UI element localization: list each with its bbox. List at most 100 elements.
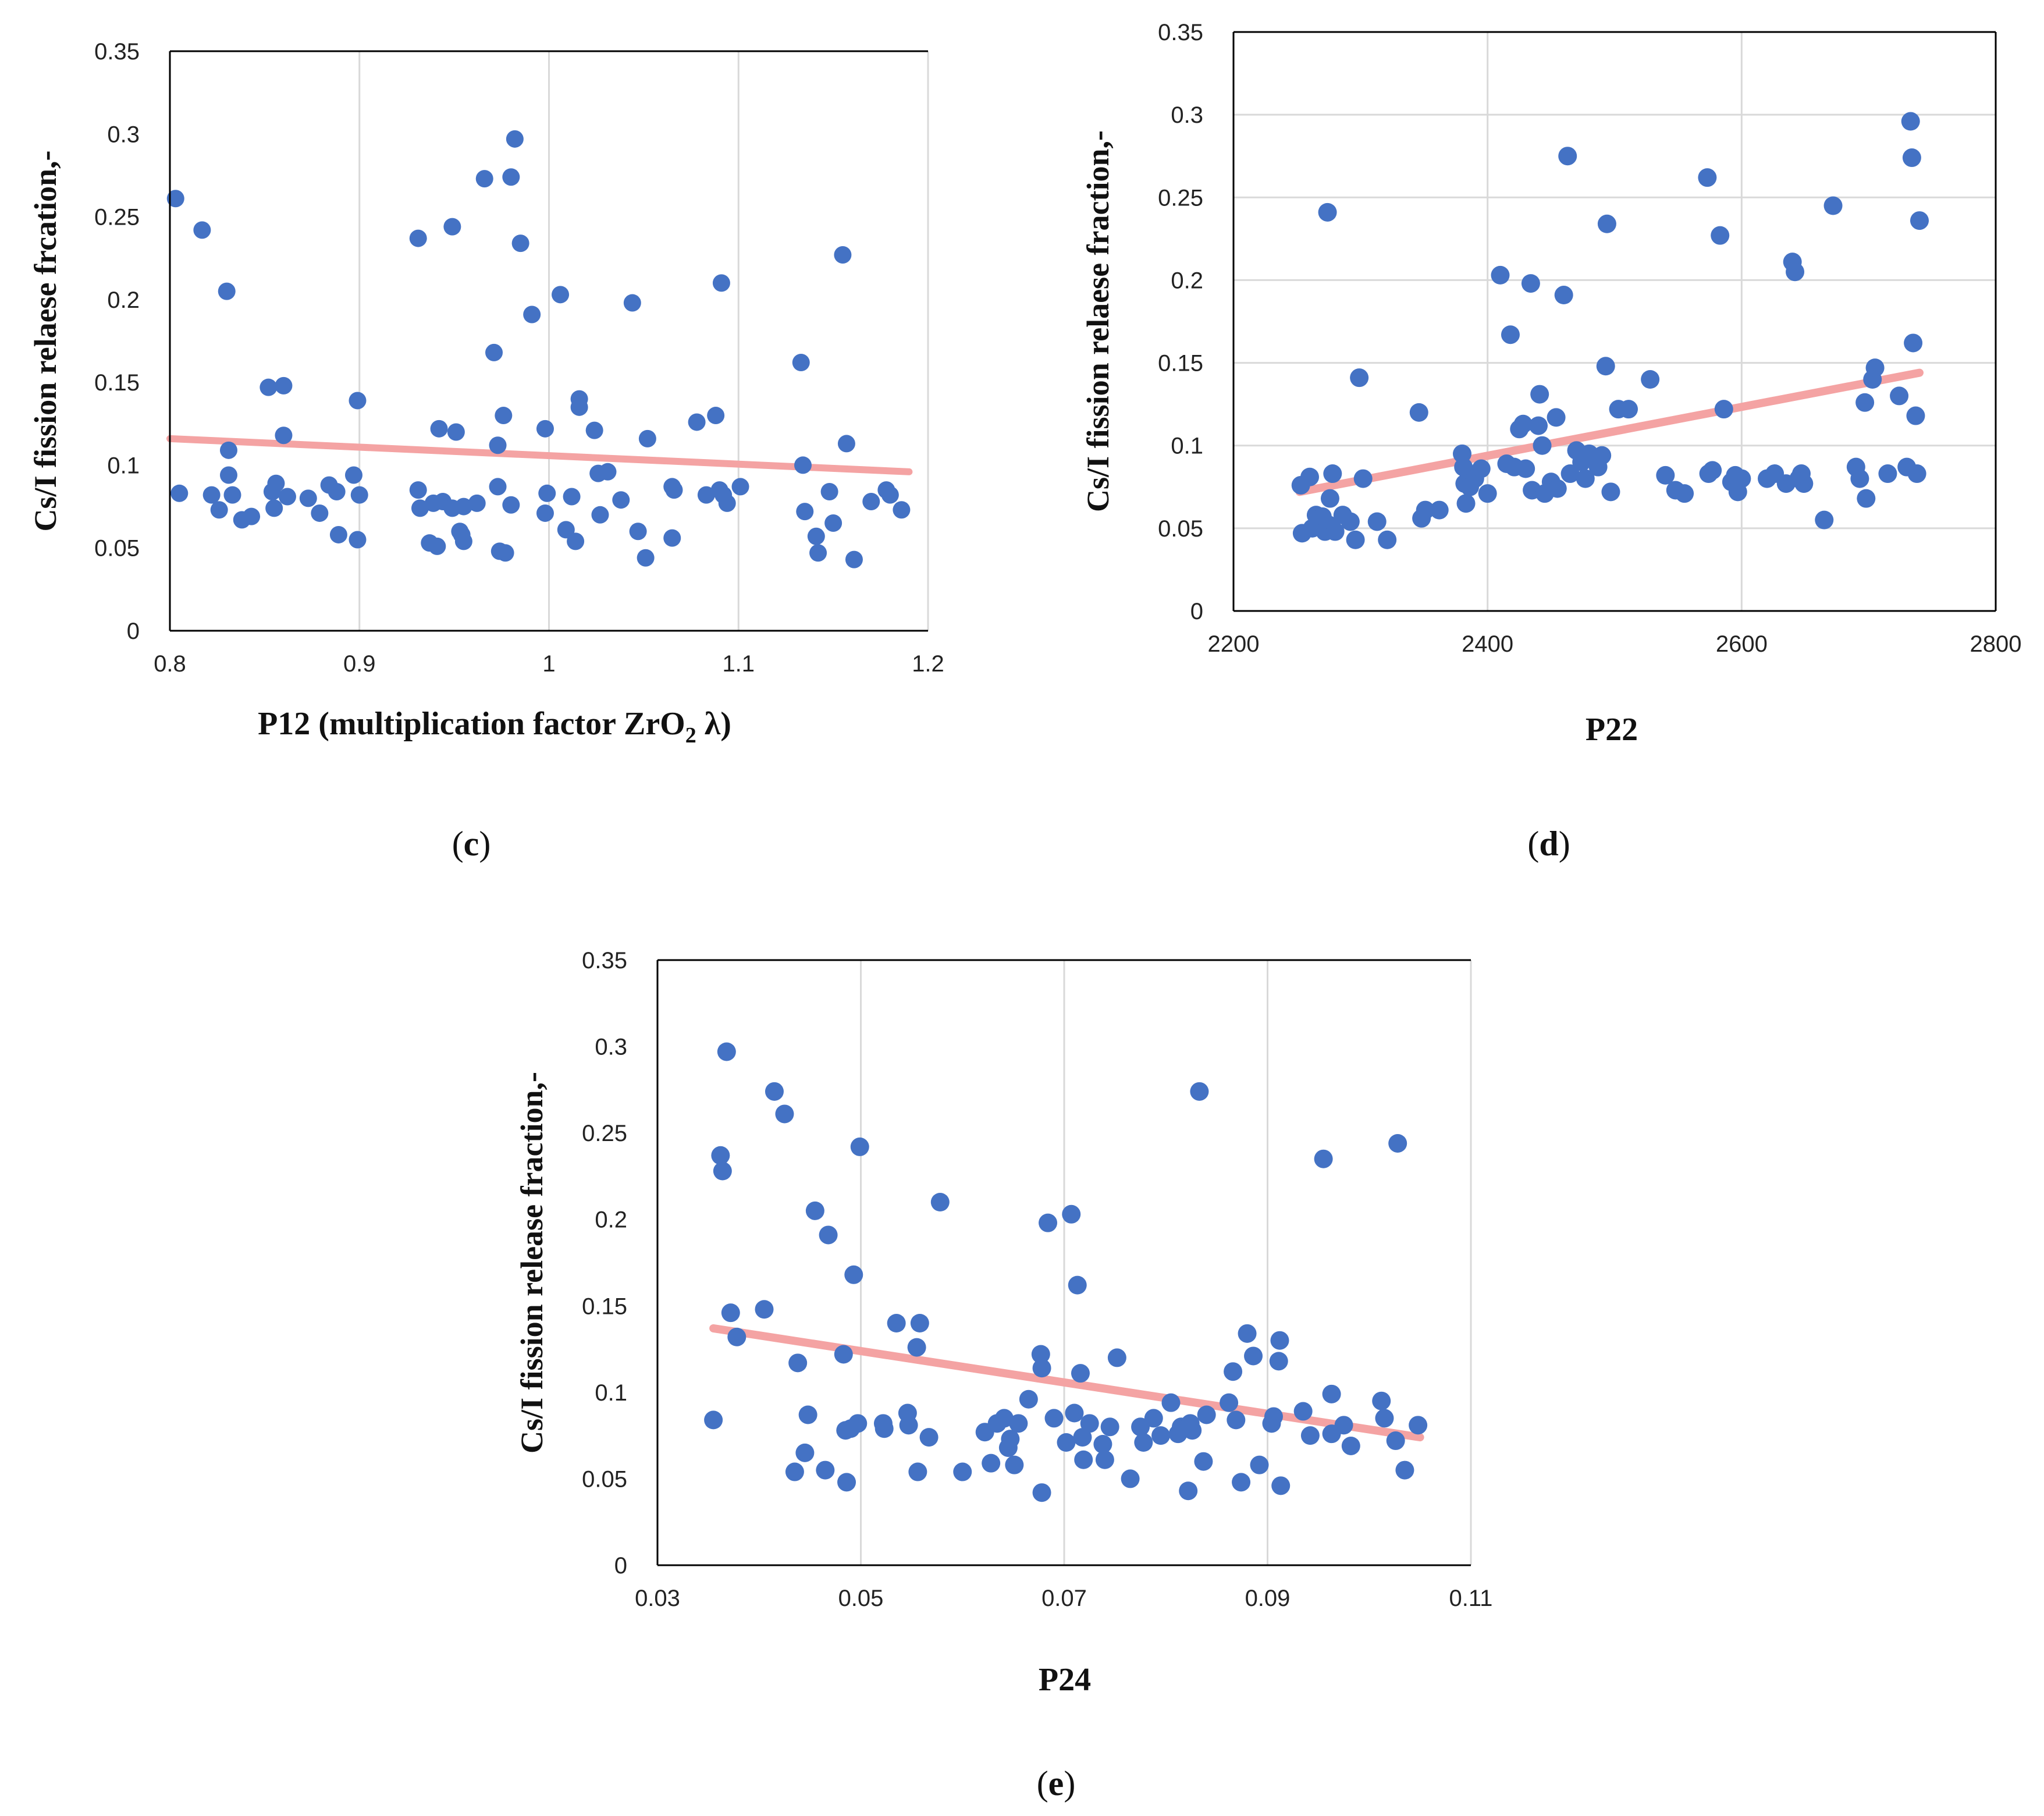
data-point: [1367, 512, 1387, 531]
data-point: [1062, 1204, 1081, 1224]
data-point: [1197, 1405, 1216, 1424]
data-point: [219, 466, 237, 484]
trendline: [166, 435, 913, 475]
x-tick-label: 2600: [1716, 631, 1768, 657]
y-tick-label: 0: [614, 1553, 627, 1579]
data-point: [1530, 385, 1549, 404]
chart-panel-d: 2200 2400 2600 2800 00.050.10.150.20.250.30…: [1080, 20, 2021, 863]
panel-label: (e): [1037, 1764, 1076, 1803]
data-point: [1409, 403, 1428, 422]
data-points: [1291, 112, 1929, 549]
data-point: [591, 506, 609, 524]
data-point: [1325, 522, 1345, 541]
data-points: [704, 1042, 1428, 1502]
data-point: [796, 503, 814, 521]
data-point: [707, 407, 725, 425]
data-point: [1264, 1407, 1283, 1426]
data-point: [210, 501, 228, 519]
data-point: [794, 456, 812, 474]
data-point: [1906, 406, 1925, 425]
x-tick-labels: 2200 2400 2600 2800: [1208, 631, 2022, 657]
data-point: [785, 1462, 804, 1481]
data-point: [1711, 226, 1730, 245]
y-tick-label: 0.2: [107, 287, 140, 313]
data-point: [1656, 465, 1675, 485]
data-point: [1100, 1417, 1119, 1437]
data-point: [447, 423, 465, 441]
data-point: [816, 1460, 835, 1480]
data-point: [1714, 400, 1733, 419]
data-point: [511, 234, 529, 253]
data-point: [834, 246, 852, 264]
data-point: [850, 1137, 869, 1156]
data-point: [1596, 357, 1615, 376]
data-point: [1601, 482, 1620, 502]
data-point: [893, 501, 911, 519]
data-point: [328, 482, 346, 500]
data-point: [409, 229, 427, 247]
x-tick-label: 1.1: [722, 651, 755, 677]
data-point: [837, 1473, 856, 1492]
data-point: [1548, 479, 1567, 498]
data-point: [506, 130, 524, 148]
data-point: [1501, 325, 1520, 344]
data-points: [166, 130, 911, 568]
data-point: [788, 1353, 808, 1373]
y-tick-labels: 0 0.05 0.1 0.15 0.2 0.25 0.3 0.35: [582, 948, 627, 1579]
y-tick-label: 0.05: [94, 536, 140, 561]
data-point: [599, 463, 617, 481]
data-point: [1039, 1213, 1058, 1232]
data-point: [218, 282, 236, 300]
y-tick-labels: 0 0.05 0.1 0.15 0.2 0.25 0.3 0.35: [1158, 20, 1203, 624]
x-tick-label: 2200: [1208, 631, 1260, 657]
y-tick-labels: 0 0.05 0.1 0.15 0.2 0.25 0.3 0.35: [94, 39, 140, 644]
data-point: [1190, 1082, 1209, 1101]
data-point: [1471, 459, 1491, 478]
data-point: [1065, 1403, 1084, 1423]
y-tick-label: 0.1: [107, 453, 140, 478]
data-point: [1323, 464, 1342, 484]
data-point: [930, 1193, 950, 1211]
data-point: [1220, 1393, 1239, 1412]
x-tick-label: 0.11: [1449, 1586, 1493, 1611]
data-point: [170, 484, 189, 502]
data-point: [688, 413, 706, 431]
data-point: [1409, 1416, 1428, 1435]
data-point: [299, 489, 317, 507]
data-point: [1068, 1275, 1087, 1295]
data-point: [1001, 1430, 1020, 1449]
data-point: [223, 486, 241, 504]
x-axis-label: P12 (multiplication factor ZrO2 λ): [258, 706, 731, 748]
data-point: [953, 1462, 972, 1481]
data-point: [1386, 1431, 1405, 1451]
data-point: [1910, 211, 1929, 230]
data-point: [824, 514, 843, 532]
data-point: [1121, 1469, 1140, 1488]
data-point: [638, 429, 656, 447]
y-axis-label: Cs/I fission release fraction,-: [514, 1072, 549, 1453]
data-point: [848, 1414, 868, 1433]
data-point: [1131, 1417, 1150, 1437]
y-tick-label: 0.35: [1158, 20, 1203, 45]
data-point: [563, 488, 581, 506]
data-point: [1395, 1460, 1414, 1480]
data-point: [837, 435, 855, 453]
data-point: [919, 1428, 939, 1447]
y-tick-label: 0.15: [582, 1293, 627, 1319]
data-point: [1850, 469, 1869, 488]
data-point: [1271, 1476, 1291, 1495]
data-point: [1521, 274, 1540, 293]
x-tick-label: 1.2: [912, 651, 944, 677]
data-point: [875, 1419, 894, 1438]
data-point: [1786, 262, 1805, 282]
data-point: [1388, 1133, 1407, 1153]
data-point: [1857, 489, 1876, 508]
data-point: [1597, 214, 1616, 233]
x-tick-label: 2800: [1970, 631, 2022, 657]
trendline: [1295, 368, 1924, 496]
data-point: [1513, 414, 1533, 433]
axes: [169, 50, 928, 632]
plot-area: [1233, 32, 1996, 611]
data-point: [1560, 464, 1580, 484]
y-tick-label: 0.15: [1158, 351, 1203, 376]
